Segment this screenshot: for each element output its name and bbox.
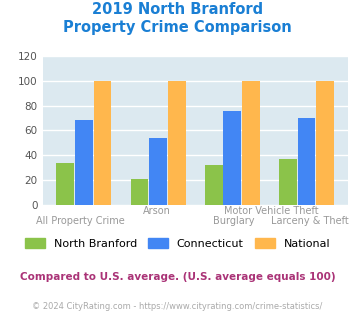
Bar bbox=[75, 120, 93, 205]
Text: Compared to U.S. average. (U.S. average equals 100): Compared to U.S. average. (U.S. average … bbox=[20, 272, 335, 282]
Bar bbox=[149, 138, 167, 205]
Bar bbox=[279, 159, 297, 205]
Text: Property Crime Comparison: Property Crime Comparison bbox=[63, 20, 292, 35]
Bar bbox=[297, 118, 316, 205]
Bar bbox=[316, 81, 334, 205]
Text: All Property Crime: All Property Crime bbox=[36, 216, 125, 226]
Legend: North Branford, Connecticut, National: North Branford, Connecticut, National bbox=[25, 238, 330, 249]
Bar bbox=[94, 81, 111, 205]
Bar bbox=[168, 81, 186, 205]
Bar bbox=[223, 111, 241, 205]
Bar bbox=[242, 81, 260, 205]
Text: © 2024 CityRating.com - https://www.cityrating.com/crime-statistics/: © 2024 CityRating.com - https://www.city… bbox=[32, 302, 323, 311]
Text: Burglary: Burglary bbox=[213, 216, 254, 226]
Bar bbox=[205, 165, 223, 205]
Text: Larceny & Theft: Larceny & Theft bbox=[271, 216, 349, 226]
Text: 2019 North Branford: 2019 North Branford bbox=[92, 2, 263, 16]
Text: Arson: Arson bbox=[143, 206, 171, 216]
Bar bbox=[56, 162, 74, 205]
Text: Motor Vehicle Theft: Motor Vehicle Theft bbox=[224, 206, 319, 216]
Bar bbox=[131, 179, 148, 205]
